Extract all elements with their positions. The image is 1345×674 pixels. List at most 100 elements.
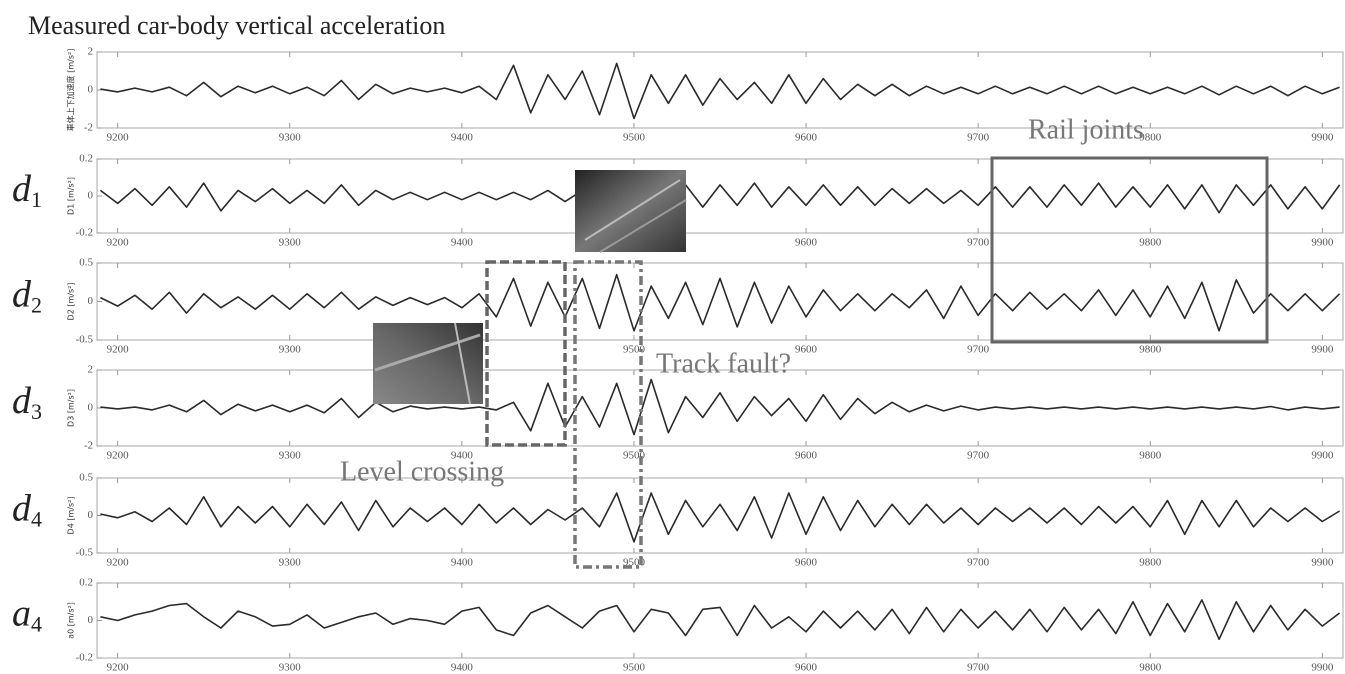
signal-line [99, 182, 1341, 214]
plot-frame [96, 51, 1344, 129]
x-tick-label: 9700 [967, 662, 990, 674]
x-tick-label: 9800 [1139, 450, 1162, 462]
annotation: Track fault? [656, 348, 791, 379]
y-tick-label: 0.2 [79, 577, 93, 589]
y-tick-label: 2 [88, 364, 94, 376]
track-fault-box [573, 260, 643, 569]
plot-frame [96, 582, 1344, 659]
y-tick-label: 0 [88, 509, 94, 521]
symbol: d [12, 487, 32, 529]
figure-title: Measured car-body vertical acceleration [28, 11, 445, 40]
x-tick-label: 9200 [107, 557, 130, 569]
panel-symbol: a4 [12, 592, 42, 636]
y-tick-label: 0 [88, 190, 94, 202]
x-tick-label: 9200 [107, 450, 130, 462]
x-tick-label: 9900 [1311, 132, 1334, 144]
signal-line [100, 492, 1341, 543]
subscript: 4 [31, 612, 42, 637]
y-axis-label: 車体上下加速度 [m/s²] [66, 49, 76, 132]
signal-line [100, 62, 1340, 120]
y-tick-label: 0.5 [79, 472, 93, 484]
x-tick-label: 9500 [623, 344, 646, 356]
x-tick-label: 9400 [451, 450, 474, 462]
x-tick-label: 9200 [107, 132, 130, 144]
x-tick-label: 9400 [451, 557, 474, 569]
x-tick-label: 9700 [967, 132, 990, 144]
symbol: d [12, 380, 32, 422]
y-tick-label: -2 [84, 440, 93, 452]
y-tick-label: 0 [88, 84, 94, 96]
photo-detail [599, 199, 687, 253]
level-crossing-box [485, 260, 567, 447]
y-tick-label: -0.2 [76, 227, 93, 239]
y-tick-label: -2 [84, 122, 93, 134]
y-tick-label: 0 [88, 295, 94, 307]
photo-detail [454, 322, 471, 405]
photo-crossing [373, 323, 483, 404]
x-tick-label: 9400 [451, 132, 474, 144]
x-tick-label: 9300 [279, 662, 302, 674]
x-tick-label: 9600 [795, 662, 818, 674]
x-tick-label: 9600 [795, 237, 818, 249]
x-tick-label: 9300 [279, 344, 302, 356]
x-tick-label: 9600 [795, 132, 818, 144]
x-tick-label: 9600 [795, 557, 818, 569]
panel-symbol: d2 [12, 273, 42, 317]
y-tick-label: 0.5 [79, 257, 93, 269]
symbol: d [12, 168, 32, 210]
signal-line [100, 599, 1341, 641]
x-tick-label: 9300 [279, 450, 302, 462]
x-tick-label: 9700 [967, 237, 990, 249]
x-tick-label: 9600 [795, 344, 818, 356]
panel-symbol: d1 [12, 168, 42, 212]
y-tick-label: 2 [88, 46, 94, 58]
x-tick-label: 9500 [623, 132, 646, 144]
y-tick-label: -0.5 [76, 547, 94, 559]
signal-line [100, 273, 1341, 332]
x-tick-label: 9400 [451, 237, 474, 249]
x-tick-label: 9700 [967, 344, 990, 356]
subscript: 2 [31, 293, 42, 318]
photo-detail [374, 333, 481, 372]
x-tick-label: 9700 [967, 450, 990, 462]
panels: 9200 9300 9400 9500 9600 9700 9800 9900 -2 0 2 車体上下… [12, 46, 1344, 674]
y-axis-label: D2 [m/s²] [67, 283, 76, 321]
x-tick-label: 9800 [1139, 132, 1162, 144]
subscript: 1 [31, 187, 42, 212]
signal-line [100, 378, 1340, 436]
subscript: 4 [31, 507, 42, 532]
x-tick-label: 9400 [451, 662, 474, 674]
x-tick-label: 9200 [107, 344, 130, 356]
y-tick-label: -0.5 [76, 334, 94, 346]
x-tick-label: 9300 [279, 132, 302, 144]
y-axis-label: D3 [m/s²] [67, 389, 76, 427]
plot-frame [96, 158, 1344, 234]
y-axis-label: D1 [m/s²] [67, 177, 76, 215]
panel-symbol: d3 [12, 380, 42, 424]
x-tick-label: 9300 [279, 557, 302, 569]
x-tick-label: 9800 [1139, 557, 1162, 569]
x-tick-label: 9200 [107, 237, 130, 249]
y-tick-label: 0.2 [79, 153, 93, 165]
x-tick-label: 9900 [1311, 344, 1334, 356]
x-tick-label: 9800 [1139, 344, 1162, 356]
x-tick-label: 9300 [279, 237, 302, 249]
panel-symbol: d4 [12, 487, 42, 531]
x-tick-label: 9700 [967, 557, 990, 569]
y-axis-label: a0 [m/s²] [67, 602, 76, 639]
x-tick-label: 9500 [623, 662, 646, 674]
y-tick-label: 0 [88, 402, 94, 414]
x-tick-label: 9900 [1311, 557, 1334, 569]
annotation: Level crossing [340, 456, 504, 487]
x-tick-label: 9900 [1311, 662, 1334, 674]
x-tick-label: 9200 [107, 662, 130, 674]
symbol: a [12, 592, 31, 634]
y-tick-label: -0.2 [76, 652, 93, 664]
y-axis-label: D4 [m/s²] [67, 497, 76, 535]
symbol: d [12, 273, 32, 315]
subscript: 3 [31, 399, 42, 424]
rail-joints-box [990, 156, 1269, 344]
plot-frame [96, 262, 1344, 341]
x-tick-label: 9900 [1311, 237, 1334, 249]
